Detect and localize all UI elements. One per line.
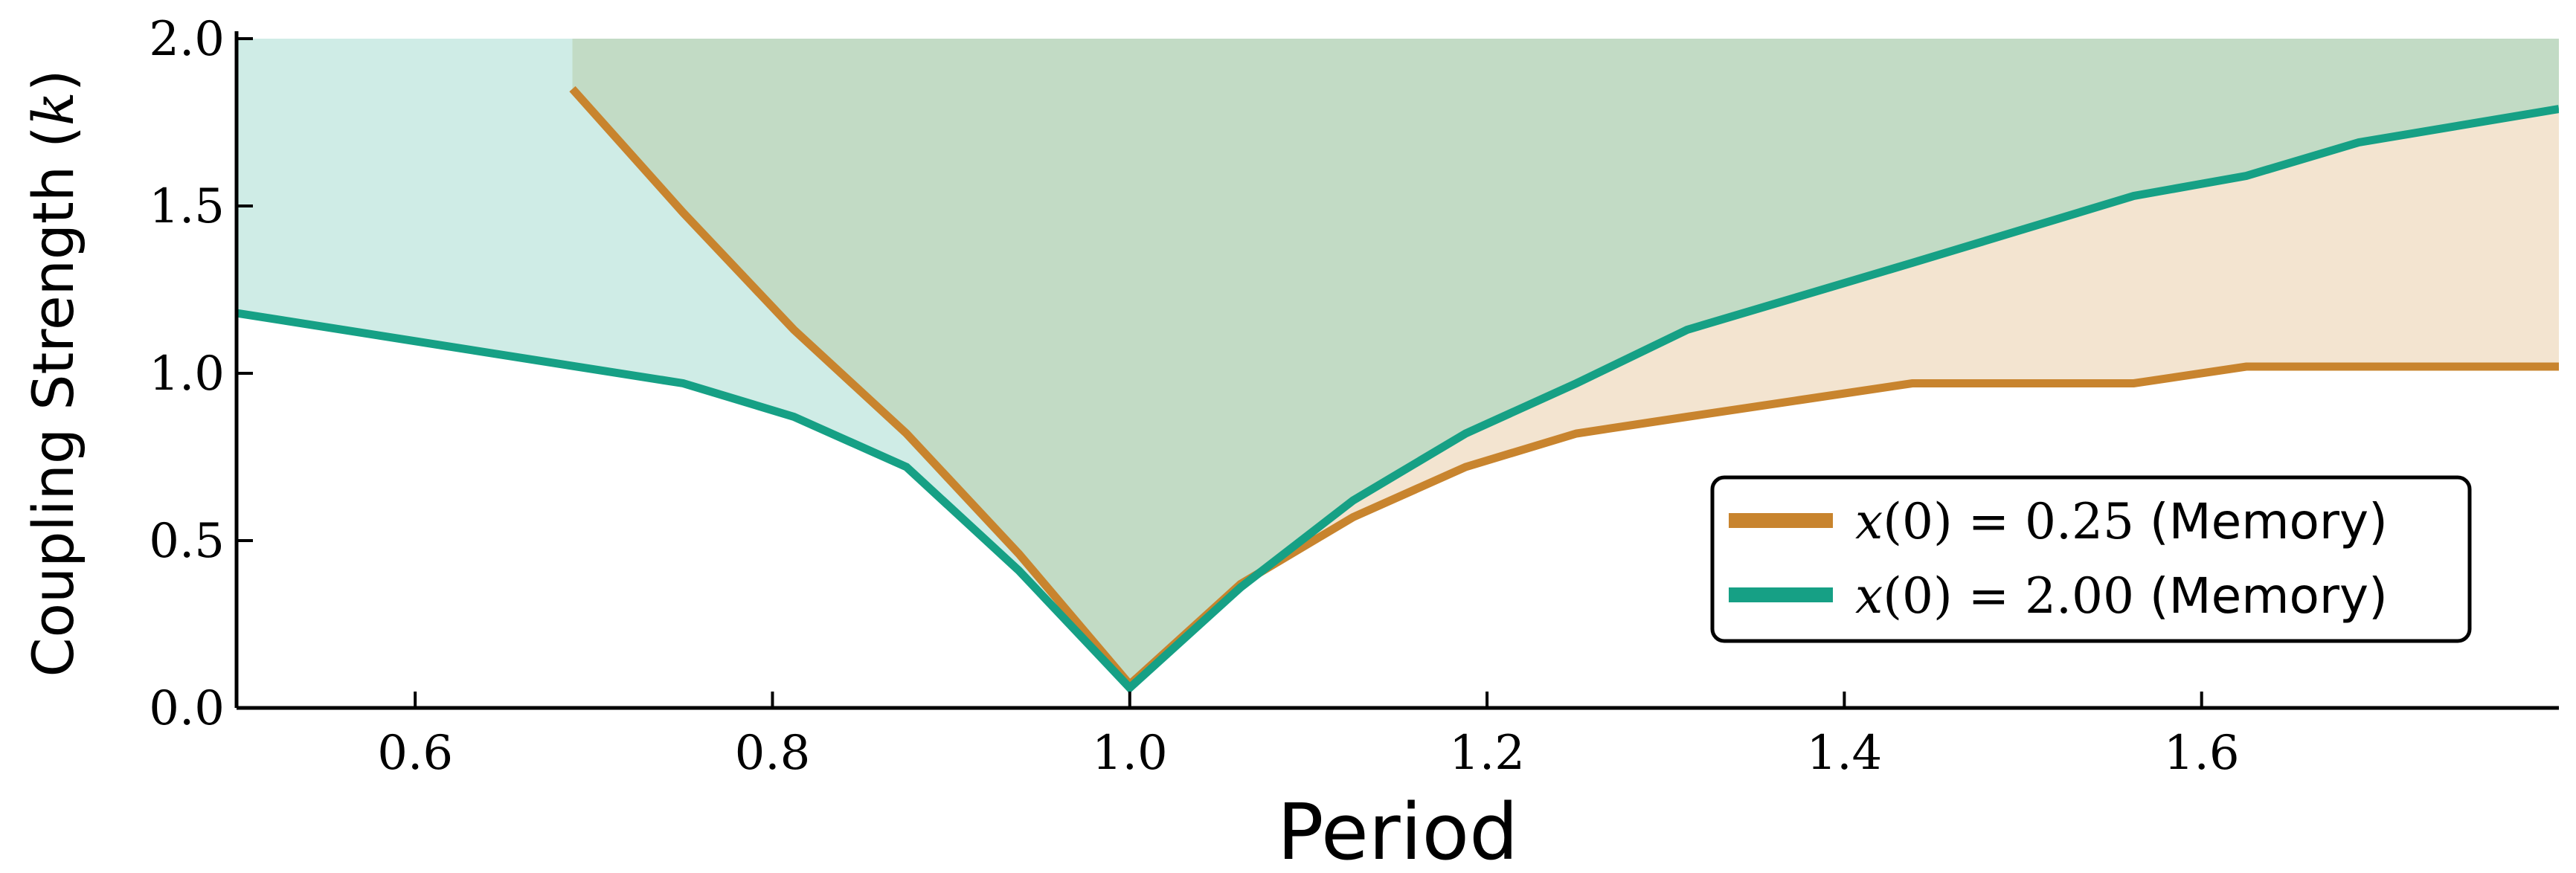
legend: x(0) = 0.25 (Memory) x(0) = 2.00 (Memory)	[1710, 475, 2472, 643]
legend-box	[1710, 475, 2472, 643]
x-tick-label: 0.8	[735, 726, 811, 781]
y-axis-label: Coupling Strength (k)	[20, 69, 86, 677]
y-tick-label: 0.0	[149, 681, 225, 736]
x-tick-label: 1.4	[1806, 726, 1882, 781]
legend-label-1: x(0) = 2.00 (Memory)	[1855, 567, 2388, 625]
axes	[234, 31, 2559, 710]
series-line-0	[569, 86, 2559, 691]
fill-region-overlap	[572, 39, 2559, 685]
y-tick-label: 1.5	[149, 179, 225, 234]
x-axis-label: Period	[1277, 787, 1518, 873]
x-tick-label: 0.6	[377, 726, 453, 781]
y-tick-label: 0.5	[149, 514, 225, 569]
x-tick-label: 1.0	[1092, 726, 1168, 781]
x-tick-label: 1.2	[1449, 726, 1525, 781]
fill-areas	[237, 39, 2559, 688]
x-tick-label: 1.6	[2164, 726, 2240, 781]
tick-marks-and-labels: 0.6 0.8 1.0 1.2 1.4 1.6 0.0 0.5 1.0 1.5 2.0	[149, 12, 2239, 781]
series-lines	[237, 86, 2559, 694]
y-tick-label: 1.0	[149, 347, 225, 402]
series-line-1	[237, 105, 2559, 694]
legend-label-0: x(0) = 0.25 (Memory)	[1855, 493, 2388, 550]
y-tick-label: 2.0	[149, 12, 225, 67]
